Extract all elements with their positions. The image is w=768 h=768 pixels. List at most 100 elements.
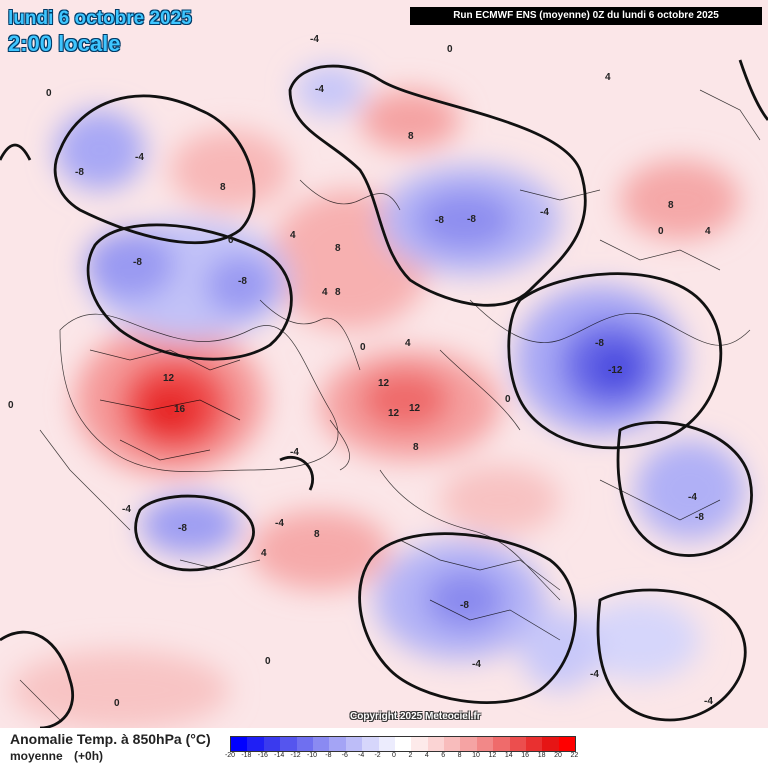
stat-label: moyenne (+0h) (10, 749, 111, 763)
scale-swatch (362, 737, 379, 751)
scale-tick-label: 2 (408, 752, 413, 759)
contour-label: 8 (220, 182, 226, 193)
scale-tick-label: -6 (341, 752, 348, 759)
scale-swatch (296, 737, 313, 751)
scale-tick-label: -20 (224, 752, 236, 759)
scale-swatch (444, 737, 461, 751)
scale-tick-label: -10 (306, 752, 318, 759)
contour-label: -8 (178, 523, 187, 534)
contour-label: 0 (360, 342, 366, 353)
anomaly-map: -4 0 4 -4 -8 -8 -4 8 0 4 -8 -8 -4 0 4 8 … (0, 0, 768, 728)
scale-tick-label: -2 (374, 752, 381, 759)
scale-swatch (411, 737, 428, 751)
contour-label: -12 (608, 365, 623, 376)
scale-tick-label: -18 (241, 752, 252, 759)
scale-tick-label: 12 (488, 752, 497, 759)
stat-name: moyenne (10, 749, 63, 763)
scale-tick-label: 18 (537, 752, 546, 759)
scale-swatch (493, 737, 510, 751)
contour-label: 8 (335, 243, 341, 254)
scale-tick-label: 10 (472, 752, 480, 759)
contour-label: 0 (8, 400, 14, 411)
scale-swatch (460, 737, 477, 751)
scale-tick-label: 8 (457, 752, 462, 759)
scale-tick-label: 4 (424, 752, 429, 759)
contour-label: 0 (265, 656, 271, 667)
scale-tick-label: 0 (392, 752, 396, 759)
contour-label: 0 (447, 44, 453, 55)
contour-label: 12 (163, 373, 175, 384)
scale-tick-label: 22 (570, 752, 579, 759)
contour-labels: -4 0 4 -4 -8 -8 -4 8 0 4 -8 -8 -4 0 4 8 … (8, 34, 713, 709)
contour-label: 4 (405, 338, 411, 349)
scale-tick-label: 16 (521, 752, 530, 759)
contour-label: -4 (704, 696, 713, 707)
time-title: 2:00 locale (8, 31, 121, 56)
contour-label: 8 (668, 200, 674, 211)
variable-label: Anomalie Temp. à 850hPa (°C) (10, 731, 211, 747)
scale-swatch (558, 737, 576, 751)
contour-label: -4 (540, 207, 549, 218)
contour-label: -8 (467, 214, 476, 225)
contour-label: -8 (695, 512, 704, 523)
scale-swatch (329, 737, 346, 751)
contour-label: 16 (174, 404, 186, 415)
contour-label: 8 (413, 442, 419, 453)
contour-label: 4 (705, 226, 711, 237)
contour-label: 0 (658, 226, 664, 237)
scale-swatch (476, 737, 494, 751)
scale-tick-label: 20 (554, 752, 562, 759)
contour-label: 4 (605, 72, 611, 83)
contour-label: 8 (408, 131, 414, 142)
contour-label: -4 (590, 669, 599, 680)
anomaly-fields (10, 65, 745, 728)
scale-swatch (378, 737, 395, 751)
scale-swatch (312, 737, 330, 751)
contour-label: -8 (460, 600, 469, 611)
scale-swatch (345, 737, 363, 751)
contour-label: -4 (688, 492, 697, 503)
contour-label: 0 (46, 88, 52, 99)
scale-swatch (231, 737, 248, 751)
contour-label: -4 (310, 34, 319, 45)
date-title: lundi 6 octobre 2025 (8, 8, 192, 29)
lead-time: (+0h) (74, 749, 104, 763)
contour-label: -8 (133, 257, 142, 268)
scale-tick-label: -4 (358, 752, 365, 759)
contour-label: 8 (335, 287, 341, 298)
contour-label: -8 (75, 167, 84, 178)
contour-label: 4 (322, 287, 328, 298)
contour-label: 0 (228, 235, 234, 246)
contour-label: 0 (114, 698, 120, 709)
contour-label: 12 (378, 378, 390, 389)
scale-swatch (427, 737, 445, 751)
contour-label: -4 (472, 659, 481, 670)
scale-tick-label: -14 (274, 752, 285, 759)
scale-swatch (526, 737, 543, 751)
scale-swatch (509, 737, 527, 751)
contour-label: -4 (275, 518, 284, 529)
contour-label: -4 (290, 447, 299, 458)
contour-label: -8 (238, 276, 247, 287)
scale-tick-label: -16 (257, 752, 268, 759)
contour-label: 8 (314, 529, 320, 540)
contour-label: 12 (388, 408, 400, 419)
scale-swatch (394, 737, 412, 751)
scale-tick-label: 14 (504, 752, 513, 759)
contour-label: -4 (315, 84, 324, 95)
color-scale: -20 -18 -16 -14 -12 -10 -8 -6 -4 -2 0 2 4 6 8 10 12 14 16 1… (225, 736, 578, 762)
scale-tick-label: -12 (290, 752, 301, 759)
contour-label: -4 (135, 152, 144, 163)
contour-label: 0 (505, 394, 511, 405)
scale-tick-label: -8 (325, 752, 332, 759)
contour-label: 12 (409, 403, 421, 414)
copyright-text: Copyright 2025 Meteociel.fr (350, 711, 481, 722)
contour-label: 4 (261, 548, 267, 559)
contour-label: 4 (290, 230, 296, 241)
scale-swatch (247, 737, 264, 751)
zero-contours (0, 59, 768, 728)
run-info-banner: Run ECMWF ENS (moyenne) 0Z du lundi 6 oc… (410, 7, 762, 25)
legend-footer: Anomalie Temp. à 850hPa (°C) moyenne (+0… (0, 728, 768, 768)
contour-label: -4 (122, 504, 131, 515)
